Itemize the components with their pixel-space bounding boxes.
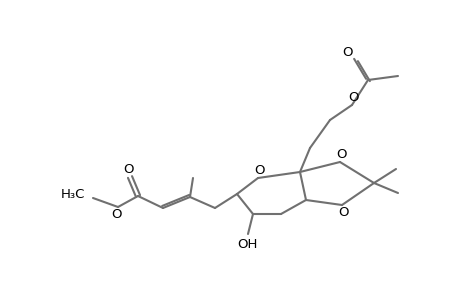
Text: O: O xyxy=(338,206,348,220)
Text: O: O xyxy=(336,148,347,160)
Text: H₃C: H₃C xyxy=(61,188,85,202)
Text: O: O xyxy=(342,46,353,59)
Text: O: O xyxy=(112,208,122,221)
Text: O: O xyxy=(123,163,134,176)
Text: O: O xyxy=(254,164,265,176)
Text: OH: OH xyxy=(236,238,257,250)
Text: O: O xyxy=(348,91,358,103)
